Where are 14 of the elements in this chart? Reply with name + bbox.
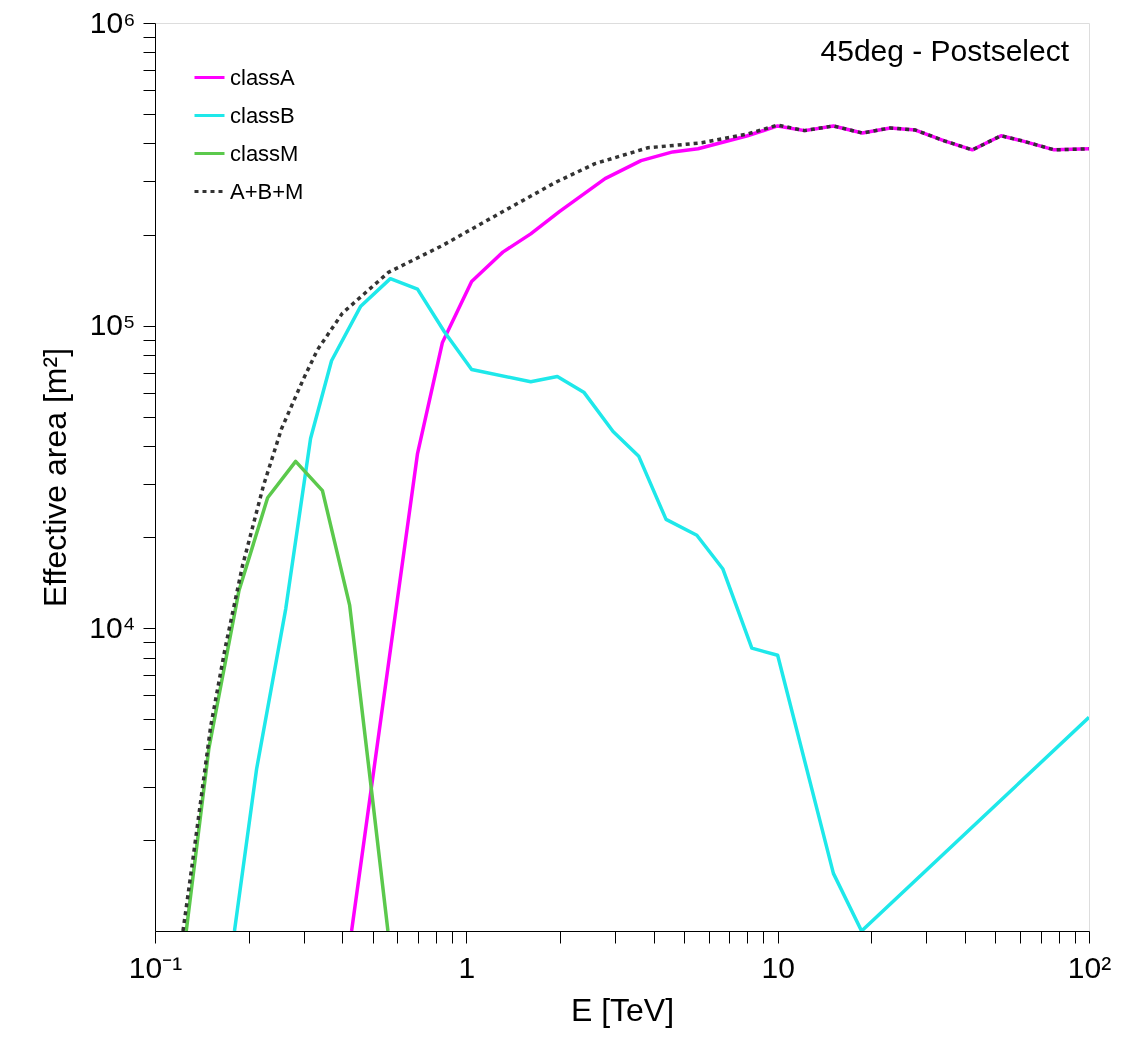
x-tick-label: 10⁻¹	[128, 950, 183, 984]
y-tick-label: 10⁴	[89, 610, 136, 644]
legend-label: classM	[230, 140, 299, 166]
legend-label: classA	[230, 64, 296, 90]
x-tick-label: 10	[761, 950, 795, 984]
x-tick-label: 10²	[1067, 950, 1112, 984]
y-axis-title: Effective area [m²]	[37, 347, 74, 608]
annotation: 45deg - Postselect	[820, 34, 1070, 67]
x-axis-title: E [TeV]	[570, 991, 675, 1028]
y-tick-label: 10⁵	[89, 308, 136, 342]
legend-label: A+B+M	[230, 178, 304, 204]
y-tick-label: 10⁶	[89, 5, 136, 39]
x-tick-label: 1	[458, 950, 476, 984]
legend-label: classB	[230, 102, 295, 128]
